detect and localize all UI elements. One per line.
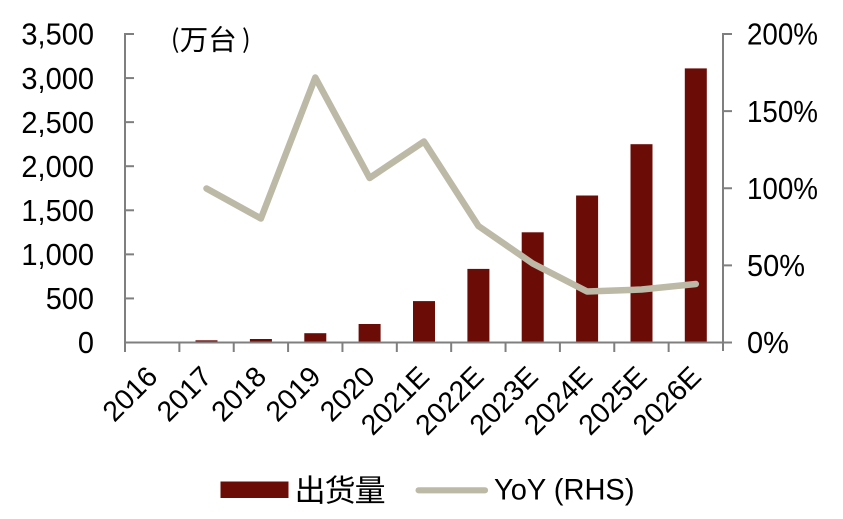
svg-text:3,000: 3,000 <box>21 61 94 96</box>
svg-text:2,000: 2,000 <box>21 149 94 184</box>
svg-text:100%: 100% <box>747 171 818 206</box>
svg-text:200%: 200% <box>747 17 818 52</box>
svg-text:50%: 50% <box>747 248 805 283</box>
svg-text:YoY (RHS): YoY (RHS) <box>494 474 635 507</box>
svg-text:1,500: 1,500 <box>21 193 94 228</box>
svg-text:0: 0 <box>78 325 94 360</box>
svg-text:500: 500 <box>46 281 94 316</box>
svg-text:2,500: 2,500 <box>21 105 94 140</box>
svg-text:1,000: 1,000 <box>21 237 94 272</box>
svg-text:3,500: 3,500 <box>21 17 94 52</box>
svg-text:150%: 150% <box>747 94 818 129</box>
svg-text:0%: 0% <box>747 325 789 360</box>
